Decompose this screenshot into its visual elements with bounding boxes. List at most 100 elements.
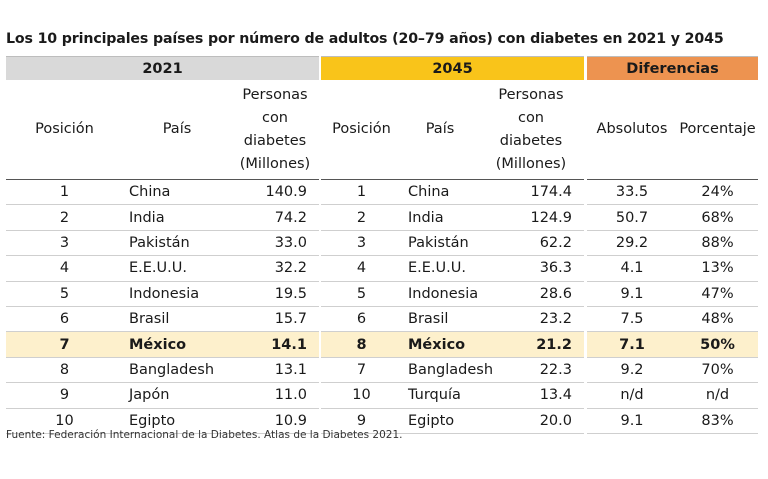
cell-position-2021: 7 (6, 331, 123, 358)
table-title: Los 10 principales países por número de … (6, 31, 724, 47)
cell-people-2045: 36.3 (478, 255, 584, 282)
cell-people-2021: 15.7 (231, 306, 319, 333)
cell-difference-absolute: 9.1 (587, 281, 677, 307)
cell-position-2021: 10 (6, 408, 123, 434)
header-percentage: Porcentaje (677, 80, 758, 180)
cell-people-2045: 62.2 (478, 230, 584, 257)
cell-country-2021: Brasil (123, 306, 231, 333)
cell-country-2045: Pakistán (402, 230, 478, 257)
cell-difference-absolute: 33.5 (587, 179, 677, 206)
cell-country-2021: Bangladesh (123, 357, 231, 384)
cell-people-2045: 124.9 (478, 204, 584, 231)
header-people-line: diabetes (243, 132, 307, 149)
cell-position-2021: 2 (6, 204, 123, 231)
cell-position-2021: 9 (6, 382, 123, 409)
cell-position-2045: 1 (321, 179, 402, 206)
cell-people-2045: 28.6 (478, 281, 584, 307)
cell-difference-absolute: 7.5 (587, 306, 677, 333)
cell-people-2045: 22.3 (478, 357, 584, 384)
cell-position-2045: 2 (321, 204, 402, 231)
cell-difference-percentage: 83% (677, 408, 758, 434)
cell-country-2021: México (123, 331, 231, 358)
header-people-line: con (517, 109, 545, 126)
header-people-line: diabetes (499, 132, 563, 149)
cell-position-2045: 3 (321, 230, 402, 257)
cell-country-2021: Indonesia (123, 281, 231, 307)
cell-position-2021: 1 (6, 179, 123, 206)
cell-difference-percentage: 70% (677, 357, 758, 384)
cell-people-2045: 21.2 (478, 331, 584, 358)
cell-position-2045: 7 (321, 357, 402, 384)
header-people-line: Personas (498, 86, 564, 103)
table-row: 5 Indonesia 19.5 5 Indonesia 28.6 9.1 47% (6, 281, 758, 307)
cell-country-2045: India (402, 204, 478, 231)
cell-people-2045: 23.2 (478, 306, 584, 333)
cell-people-2021: 14.1 (231, 331, 319, 358)
cell-country-2021: Egipto (123, 408, 231, 434)
header-people-line: con (261, 109, 289, 126)
cell-difference-percentage: 47% (677, 281, 758, 307)
cell-people-2021: 74.2 (231, 204, 319, 231)
cell-position-2021: 6 (6, 306, 123, 333)
header-people-line: Personas (242, 86, 308, 103)
table-row: 2 India 74.2 2 India 124.9 50.7 68% (6, 204, 758, 231)
cell-position-2045: 8 (321, 331, 402, 358)
cell-country-2021: Pakistán (123, 230, 231, 257)
cell-country-2021: China (123, 179, 231, 206)
table-body: 1 China 140.9 1 China 174.4 33.5 24% 2 India 74.2 2… (6, 179, 758, 434)
table-row: 6 Brasil 15.7 6 Brasil 23.2 7.5 48% (6, 306, 758, 333)
header-people-2045: Personas con diabetes (Millones) (478, 80, 584, 180)
group-2021: 2021 (6, 56, 319, 80)
cell-difference-absolute: 4.1 (587, 255, 677, 282)
cell-people-2021: 19.5 (231, 281, 319, 307)
cell-people-2021: 140.9 (231, 179, 319, 206)
cell-country-2045: Egipto (402, 408, 478, 434)
table-row: 8 Bangladesh 13.1 7 Bangladesh 22.3 9.2 70% (6, 357, 758, 384)
cell-position-2021: 5 (6, 281, 123, 307)
table-row: 9 Japón 11.0 10 Turquía 13.4 n/d n/d (6, 382, 758, 409)
group-header-row: 2021 2045 Diferencias (6, 56, 758, 80)
cell-difference-absolute: 9.1 (587, 408, 677, 434)
cell-country-2045: México (402, 331, 478, 358)
cell-difference-percentage: n/d (677, 382, 758, 409)
cell-country-2045: Indonesia (402, 281, 478, 307)
table-row: 7 México 14.1 8 México 21.2 7.1 50% (6, 331, 758, 358)
cell-difference-percentage: 50% (677, 331, 758, 358)
cell-people-2021: 33.0 (231, 230, 319, 257)
cell-difference-percentage: 13% (677, 255, 758, 282)
cell-position-2045: 4 (321, 255, 402, 282)
diabetes-table: 2021 2045 Diferencias Posición País Pers… (6, 56, 758, 434)
cell-position-2045: 9 (321, 408, 402, 434)
cell-country-2021: India (123, 204, 231, 231)
cell-country-2045: E.E.U.U. (402, 255, 478, 282)
table-row: 4 E.E.U.U. 32.2 4 E.E.U.U. 36.3 4.1 13% (6, 255, 758, 282)
cell-position-2021: 4 (6, 255, 123, 282)
cell-position-2021: 8 (6, 357, 123, 384)
cell-country-2045: Brasil (402, 306, 478, 333)
header-people-line: (Millones) (495, 155, 567, 172)
cell-people-2021: 10.9 (231, 408, 319, 434)
cell-difference-absolute: 50.7 (587, 204, 677, 231)
cell-difference-percentage: 68% (677, 204, 758, 231)
cell-position-2045: 5 (321, 281, 402, 307)
cell-country-2021: Japón (123, 382, 231, 409)
cell-position-2045: 6 (321, 306, 402, 333)
cell-position-2021: 3 (6, 230, 123, 257)
table-row: 10 Egipto 10.9 9 Egipto 20.0 9.1 83% (6, 408, 758, 434)
header-country-2045: País (402, 80, 478, 180)
header-position-2045: Posición (321, 80, 402, 180)
cell-people-2021: 32.2 (231, 255, 319, 282)
cell-people-2045: 174.4 (478, 179, 584, 206)
table-row: 1 China 140.9 1 China 174.4 33.5 24% (6, 179, 758, 206)
header-people-2021: Personas con diabetes (Millones) (231, 80, 319, 180)
header-absolute: Absolutos (587, 80, 677, 180)
cell-people-2021: 11.0 (231, 382, 319, 409)
cell-country-2045: Bangladesh (402, 357, 493, 384)
cell-country-2021: E.E.U.U. (123, 255, 231, 282)
cell-difference-absolute: 29.2 (587, 230, 677, 257)
cell-people-2021: 13.1 (231, 357, 319, 384)
cell-country-2045: China (402, 179, 478, 206)
cell-difference-percentage: 48% (677, 306, 758, 333)
cell-difference-absolute: n/d (587, 382, 677, 409)
